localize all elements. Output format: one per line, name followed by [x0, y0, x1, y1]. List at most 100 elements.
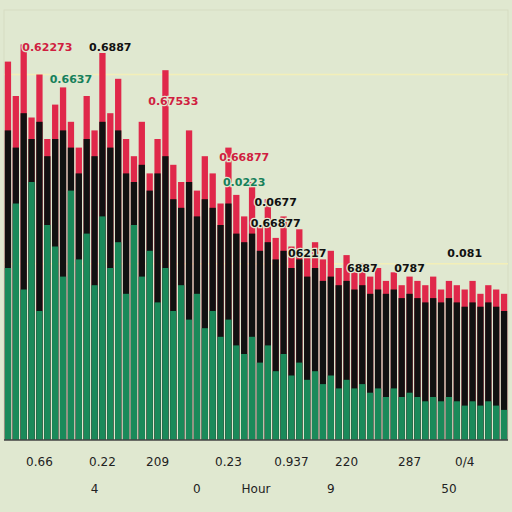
bar [462, 290, 468, 441]
bar [446, 397, 452, 440]
x-tick-label: 209 [146, 455, 169, 469]
bar [21, 113, 27, 440]
bar [28, 139, 34, 440]
bar [288, 376, 294, 441]
bar [438, 290, 444, 441]
bar [36, 311, 42, 440]
bar [367, 393, 373, 440]
bar [186, 130, 192, 440]
annotation: 0.67533 [148, 95, 198, 108]
bar [91, 285, 97, 440]
bar [485, 285, 491, 440]
annotation: 0.6887 [89, 41, 131, 54]
bar [375, 290, 381, 441]
bar [399, 285, 405, 440]
bar [194, 216, 200, 440]
bar [162, 70, 168, 440]
bar [147, 173, 153, 440]
bar [76, 259, 82, 440]
bar [5, 130, 11, 440]
bar [296, 259, 302, 440]
bar [186, 182, 192, 440]
bar [147, 191, 153, 440]
bar [446, 281, 452, 440]
bar [304, 255, 310, 440]
bar [178, 182, 184, 440]
bar [320, 384, 326, 440]
bar [91, 156, 97, 440]
bar [123, 139, 129, 440]
bar [225, 148, 231, 440]
x-tick-label: 0.22 [89, 455, 116, 469]
bar [99, 216, 105, 440]
x-tick-label: 0/4 [455, 455, 474, 469]
bar [367, 294, 373, 440]
bar [139, 165, 145, 440]
bar [202, 328, 208, 440]
bar [430, 298, 436, 440]
bar [13, 148, 19, 440]
bar [296, 229, 302, 440]
bar [454, 302, 460, 440]
bar [68, 191, 74, 440]
bar [44, 225, 50, 440]
bar [123, 294, 129, 440]
bar [383, 294, 389, 440]
bar [265, 242, 271, 440]
bar [210, 311, 216, 440]
bar [44, 139, 50, 440]
x-sub-label: 4 [91, 482, 99, 496]
x-axis [4, 439, 508, 441]
bar [28, 182, 34, 440]
bar [241, 242, 247, 440]
bar [21, 44, 27, 440]
bar [217, 225, 223, 440]
bar [210, 208, 216, 440]
bar [343, 281, 349, 440]
annotation: 6887 [347, 262, 378, 275]
bar [131, 182, 137, 440]
bar [454, 401, 460, 440]
annotation: 0.0677 [254, 196, 296, 209]
bar [36, 75, 42, 441]
bar [107, 148, 113, 440]
bar [493, 290, 499, 441]
bar [430, 277, 436, 440]
bar [52, 247, 58, 441]
bar [170, 311, 176, 440]
bar [170, 199, 176, 440]
x-sub-label: 50 [441, 482, 456, 496]
bar [225, 204, 231, 441]
bar [257, 251, 263, 440]
bar [233, 195, 239, 440]
bar [60, 277, 66, 440]
bar [273, 371, 279, 440]
bar [343, 255, 349, 440]
bar [438, 401, 444, 440]
x-tick-label: 0.937 [274, 455, 308, 469]
bar [367, 277, 373, 440]
bar [162, 156, 168, 440]
bar [131, 156, 137, 440]
bar [249, 234, 255, 440]
bar [76, 148, 82, 440]
bar [233, 234, 239, 440]
annotation: 0787 [394, 262, 425, 275]
bar [99, 122, 105, 440]
annotation: 06217 [288, 247, 326, 260]
bar [493, 406, 499, 440]
x-axis-label: Hour [242, 482, 271, 496]
bar [336, 388, 342, 440]
bar [84, 139, 90, 440]
plot-frame [4, 10, 508, 440]
bar [13, 96, 19, 440]
bar [375, 268, 381, 440]
bar [84, 234, 90, 440]
bar [280, 216, 286, 440]
bar [139, 277, 145, 440]
annotation: 0.62273 [22, 41, 72, 54]
bar [430, 397, 436, 440]
bar [76, 173, 82, 440]
bar [296, 363, 302, 440]
bar [52, 105, 58, 440]
